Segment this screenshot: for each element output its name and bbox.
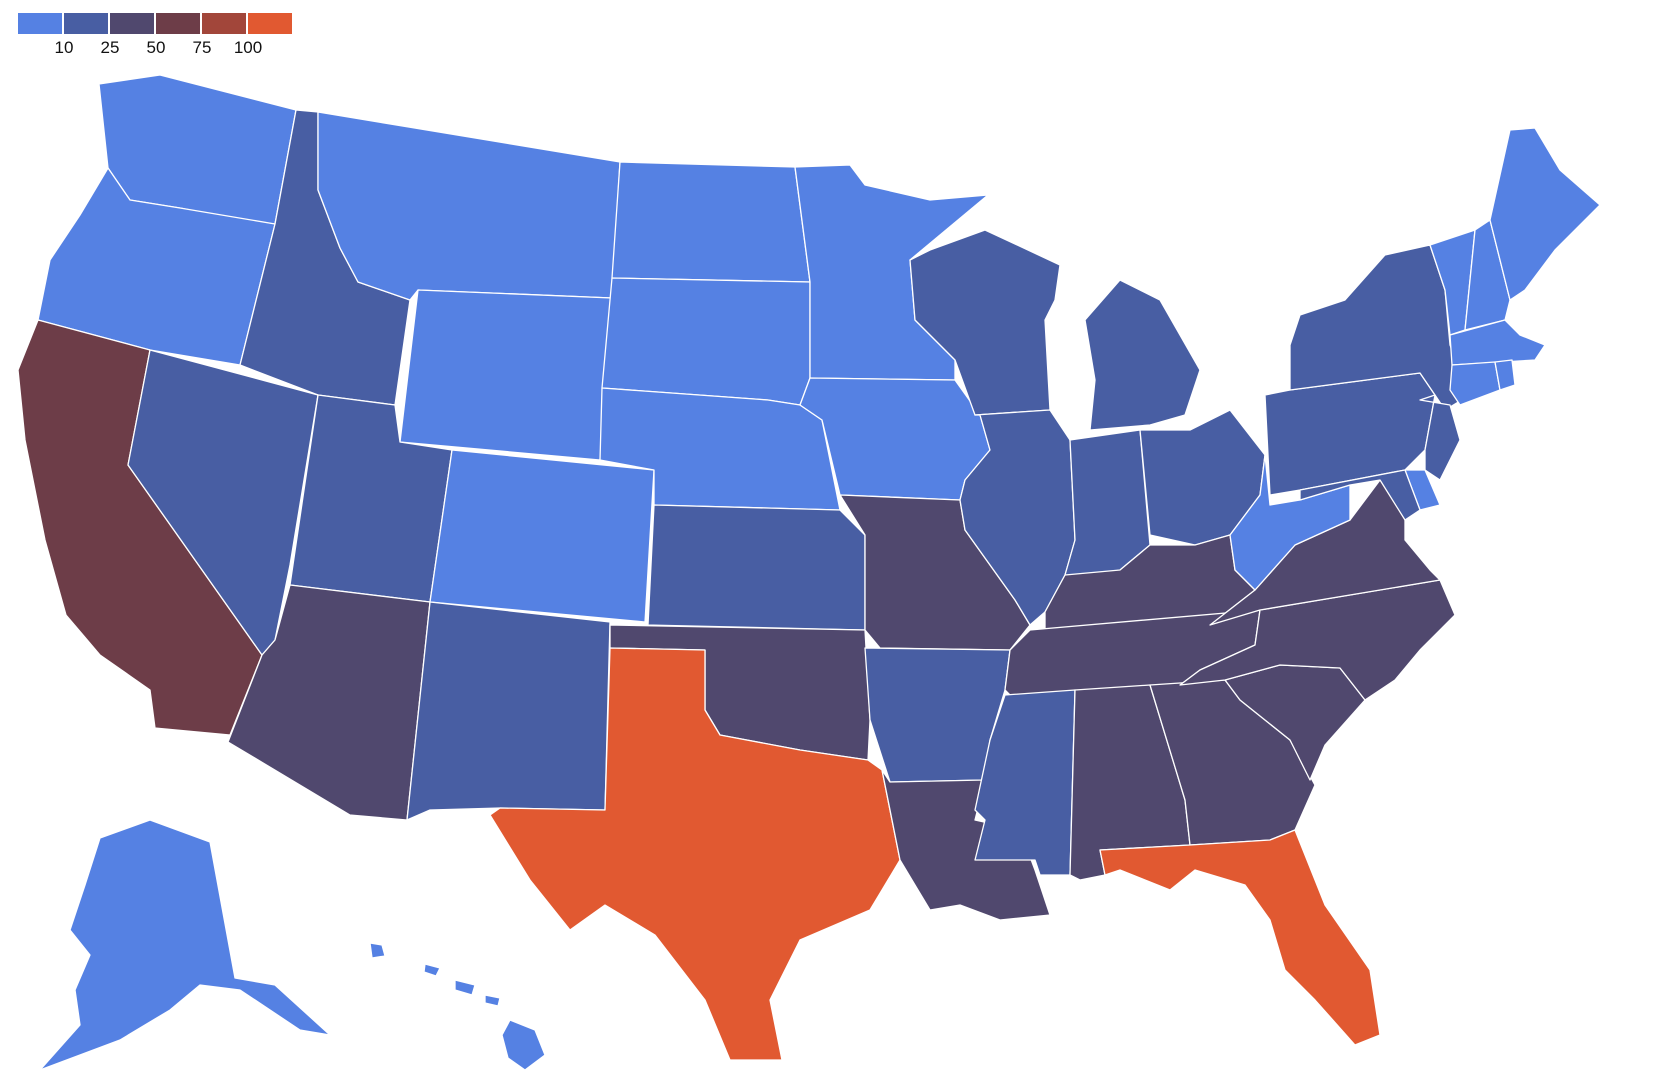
state-ct[interactable] (1449, 361, 1501, 406)
state-ny[interactable] (1289, 244, 1471, 411)
map-legend: 10 25 50 75 100 (18, 13, 294, 57)
legend-tick: 75 (192, 38, 212, 57)
state-tx[interactable] (489, 647, 901, 1061)
state-sd[interactable] (601, 277, 811, 406)
legend-swatch-1 (64, 13, 110, 34)
legend-tick: 25 (100, 38, 120, 57)
state-ks[interactable] (647, 504, 866, 631)
legend-swatch-5 (248, 13, 294, 34)
legend-swatch-3 (156, 13, 202, 34)
state-nj[interactable] (1419, 394, 1461, 481)
state-fl[interactable] (1099, 829, 1381, 1046)
state-mt[interactable] (317, 111, 621, 301)
legend-ticks: 10 25 50 75 100 (18, 34, 294, 57)
legend-tick: 10 (54, 38, 74, 57)
legend-swatch-2 (110, 13, 156, 34)
state-nd[interactable] (611, 161, 811, 283)
legend-swatch-4 (202, 13, 248, 34)
state-ri[interactable] (1494, 359, 1516, 391)
state-co[interactable] (429, 449, 655, 623)
legend-tick: 100 (233, 38, 263, 57)
state-or[interactable] (37, 167, 276, 366)
state-me[interactable] (1489, 127, 1601, 301)
legend-swatch-0 (18, 13, 64, 34)
state-md[interactable] (1299, 469, 1421, 521)
state-hi[interactable] (369, 942, 546, 1071)
state-la[interactable] (881, 769, 1051, 921)
legend-swatches (18, 13, 294, 34)
legend-tick: 50 (146, 38, 166, 57)
state-mi[interactable] (1084, 279, 1201, 431)
state-nm[interactable] (406, 601, 611, 821)
state-ak[interactable] (39, 819, 331, 1071)
state-wy[interactable] (399, 289, 613, 461)
